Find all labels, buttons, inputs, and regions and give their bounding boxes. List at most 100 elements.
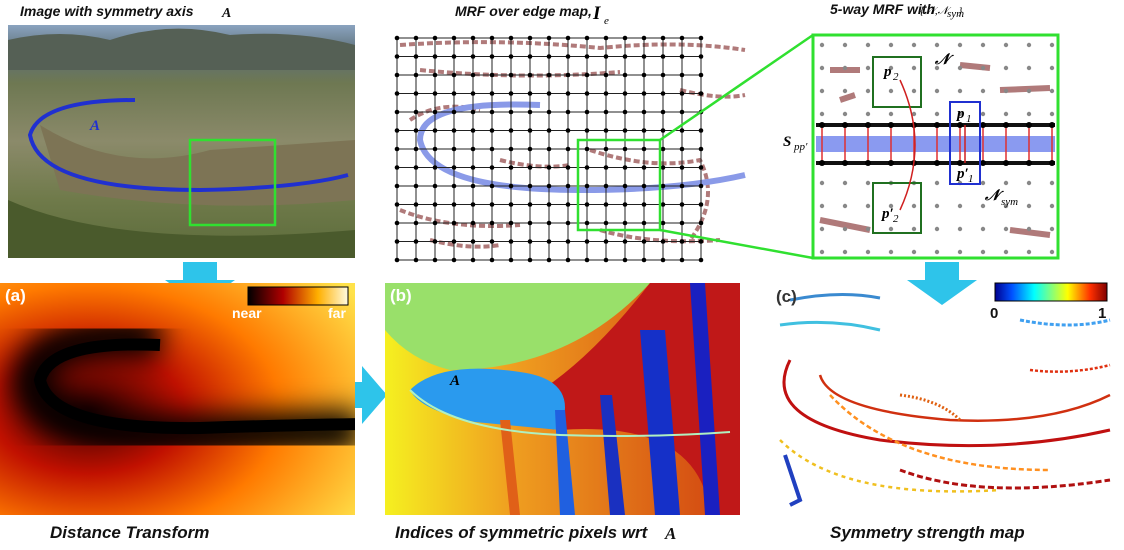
panel-label: (b)	[390, 286, 412, 305]
grid-node	[508, 91, 514, 96]
grid-node	[660, 128, 666, 133]
caption: Indices of symmetric pixels wrt	[395, 523, 649, 542]
grid-node	[934, 180, 940, 186]
grid-node	[622, 165, 628, 170]
grid-node	[584, 128, 590, 133]
grid-node	[888, 42, 894, 48]
grid-node	[911, 249, 917, 255]
grid-node	[413, 146, 419, 152]
grid-node	[911, 65, 917, 71]
grid-node	[660, 165, 666, 170]
grid-node	[527, 257, 533, 263]
edge-curve	[1009, 227, 1051, 238]
grid-node	[394, 91, 400, 96]
grid-node	[888, 122, 894, 128]
grid-node	[1026, 65, 1032, 71]
grid-node	[394, 202, 400, 207]
grid-node	[584, 146, 590, 152]
grid-node	[660, 202, 666, 207]
grid-node	[957, 226, 963, 232]
grid-node	[432, 239, 438, 244]
grid-node	[508, 35, 514, 41]
grid-node	[508, 257, 514, 263]
grid-node	[622, 128, 628, 133]
grid-node	[1003, 122, 1009, 128]
grid-node	[603, 72, 609, 78]
grid-node	[660, 109, 666, 115]
grid-node	[1049, 160, 1055, 166]
zoom-set-open: {𝒩,𝒩	[920, 5, 952, 17]
grid-node	[1003, 65, 1009, 71]
grid-node	[888, 65, 894, 71]
grid-node	[413, 54, 419, 59]
grid-node	[957, 65, 963, 71]
grid-node	[842, 180, 848, 186]
grid-node	[888, 249, 894, 255]
grid-node	[546, 35, 552, 41]
grid-node	[980, 122, 986, 128]
grid-node	[698, 35, 704, 41]
legend-min: 0	[990, 305, 998, 322]
grid-node	[1026, 249, 1032, 255]
grid-node	[911, 203, 917, 209]
p1-label: p	[955, 106, 965, 122]
grid-node	[546, 91, 552, 96]
legend-max: 1	[1098, 305, 1106, 322]
grid-node	[413, 35, 419, 41]
grid-node	[842, 226, 848, 232]
grid-node	[432, 257, 438, 263]
grid-node	[679, 128, 685, 133]
grid-node	[957, 88, 963, 94]
grid-node	[489, 165, 495, 170]
grid-node	[432, 220, 438, 226]
grid-node	[508, 72, 514, 78]
connector	[659, 228, 814, 260]
grid-node	[819, 65, 825, 71]
symmetry-axis	[416, 101, 746, 194]
grid-node	[470, 72, 476, 78]
grid-node	[957, 111, 963, 117]
s-sub: pp′	[793, 141, 808, 153]
grid-node	[432, 183, 438, 189]
neighborhood-label: 𝒩	[934, 52, 954, 68]
grid-node	[489, 128, 495, 133]
pair-link	[899, 79, 916, 211]
grid-node	[1049, 180, 1055, 186]
strength-map	[779, 292, 1111, 507]
grid-node	[679, 239, 685, 244]
legend-max: far	[328, 305, 346, 321]
grid-node	[394, 239, 400, 244]
grid-node	[603, 220, 609, 226]
grid-node	[842, 249, 848, 255]
grid-node	[546, 257, 552, 263]
edge-curve	[429, 238, 501, 249]
grid-node	[470, 257, 476, 263]
grid-node	[451, 109, 457, 115]
grid-node	[641, 91, 647, 96]
grid-node	[698, 239, 704, 244]
grid-node	[865, 180, 871, 186]
grid-node	[957, 160, 963, 166]
grid-node	[660, 220, 666, 226]
grid-node	[1003, 180, 1009, 186]
grid-node	[584, 202, 590, 207]
grid-node	[451, 239, 457, 244]
grid-node	[508, 183, 514, 189]
grid-node	[842, 111, 848, 117]
grid-node	[432, 202, 438, 207]
grid-node	[660, 183, 666, 189]
grid-node	[980, 160, 986, 166]
grid-node	[641, 109, 647, 115]
grid-node	[842, 65, 848, 71]
grid-node	[413, 183, 419, 189]
grid-node	[819, 111, 825, 117]
s-label: S	[783, 134, 791, 150]
grid-node	[394, 35, 400, 41]
grid-node	[1003, 160, 1009, 166]
p2-label: p	[882, 64, 892, 80]
caption: Symmetry strength map	[830, 523, 1025, 542]
p2-prime-sub: 2	[893, 213, 899, 225]
grid-node	[546, 72, 552, 78]
grid-node	[641, 165, 647, 170]
grid-node	[584, 54, 590, 59]
